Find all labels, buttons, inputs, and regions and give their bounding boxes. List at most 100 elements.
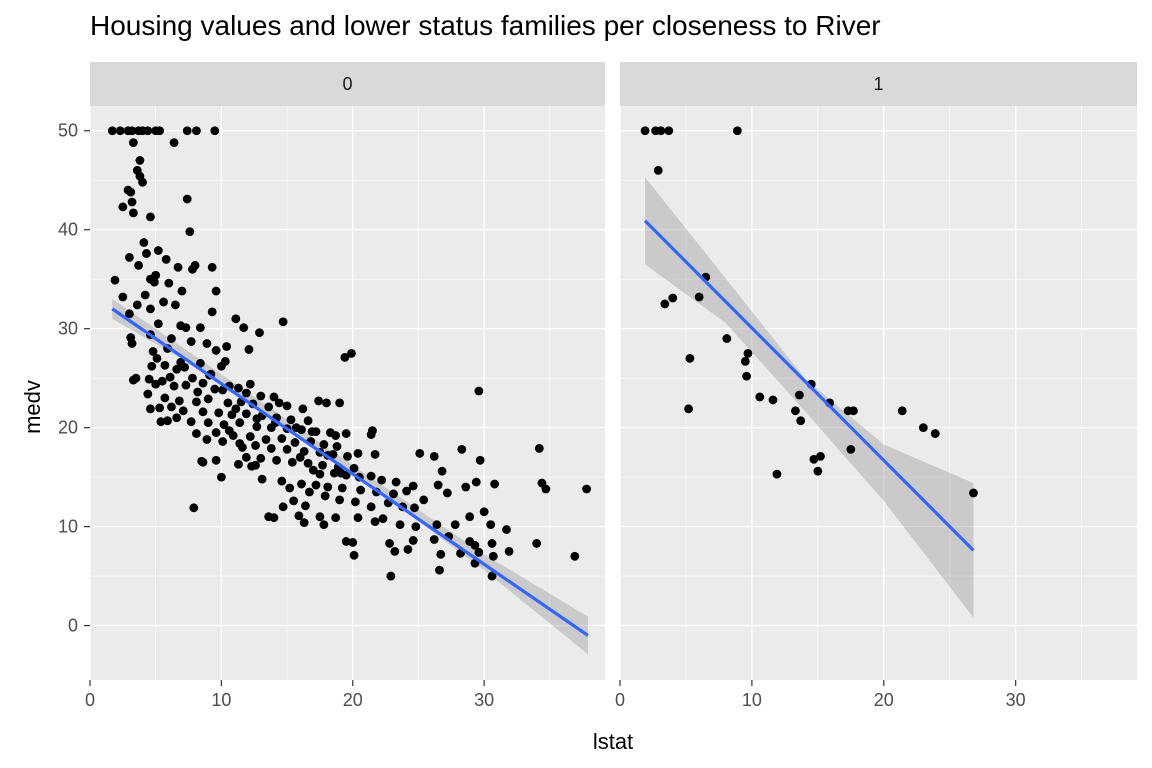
- data-point: [125, 309, 134, 319]
- facet-panel-0: 0 0 10 20 30 0 10 20 30 40 50: [58, 62, 605, 710]
- data-point: [791, 406, 800, 416]
- data-point: [290, 438, 300, 447]
- data-point: [231, 314, 241, 324]
- data-point: [202, 435, 212, 444]
- data-point: [278, 502, 288, 512]
- data-point: [170, 300, 180, 310]
- data-point: [234, 459, 243, 469]
- data-point: [211, 346, 221, 355]
- data-point: [303, 458, 313, 468]
- x-axis-title: lstat: [593, 729, 633, 754]
- facet-panel-1: 10 10 20 30: [615, 62, 1137, 710]
- data-point: [348, 538, 358, 547]
- data-point: [146, 212, 155, 222]
- data-point: [370, 517, 380, 527]
- data-point: [203, 394, 213, 404]
- data-point: [142, 249, 151, 258]
- data-point: [266, 444, 276, 453]
- data-point: [140, 290, 150, 300]
- data-point: [118, 202, 128, 212]
- data-point: [385, 539, 394, 548]
- data-point: [322, 398, 331, 408]
- data-point: [148, 347, 158, 356]
- data-point: [740, 356, 750, 366]
- data-point: [794, 390, 804, 400]
- data-point: [656, 126, 666, 136]
- data-point: [173, 262, 183, 272]
- data-point: [172, 413, 182, 423]
- data-point: [410, 503, 419, 513]
- data-point: [155, 126, 165, 136]
- data-point: [308, 465, 318, 475]
- data-point: [146, 304, 155, 314]
- data-point: [408, 481, 418, 491]
- data-point: [245, 379, 255, 389]
- data-point: [210, 384, 220, 394]
- data-point: [211, 455, 221, 465]
- data-point: [402, 486, 412, 496]
- facet-strip-label: 0: [342, 74, 352, 94]
- data-point: [849, 406, 858, 416]
- panel-background: [90, 106, 605, 680]
- data-point: [156, 417, 166, 427]
- data-point: [475, 455, 485, 465]
- data-point: [144, 374, 154, 384]
- data-point: [159, 297, 168, 307]
- data-point: [277, 434, 287, 443]
- data-point: [160, 393, 170, 403]
- y-tick-label: 30: [58, 319, 78, 339]
- data-point: [147, 361, 157, 371]
- data-point: [668, 293, 678, 303]
- data-point: [722, 334, 732, 343]
- chart-title: Housing values and lower status families…: [90, 10, 881, 41]
- data-point: [301, 501, 310, 511]
- data-point: [664, 126, 674, 136]
- data-point: [237, 443, 247, 452]
- data-point: [189, 503, 199, 513]
- data-point: [743, 349, 753, 358]
- data-point: [182, 126, 192, 136]
- data-point: [315, 512, 325, 522]
- data-point: [299, 518, 309, 528]
- data-point: [169, 138, 179, 148]
- data-point: [211, 428, 221, 437]
- data-point: [685, 353, 695, 363]
- data-point: [732, 126, 742, 136]
- data-point: [186, 337, 196, 346]
- data-point: [107, 126, 117, 136]
- data-point: [319, 440, 329, 449]
- data-point: [244, 345, 254, 354]
- data-point: [353, 513, 363, 523]
- data-point: [969, 488, 978, 498]
- data-point: [186, 417, 196, 427]
- data-point: [897, 406, 907, 416]
- data-point: [282, 445, 292, 454]
- data-point: [207, 262, 217, 272]
- data-point: [337, 483, 347, 493]
- data-point: [320, 491, 330, 501]
- data-point: [378, 514, 388, 524]
- data-point: [278, 317, 288, 327]
- y-tick-label: 40: [58, 220, 78, 240]
- data-point: [366, 502, 376, 512]
- data-point: [256, 391, 266, 401]
- data-point: [291, 423, 301, 433]
- data-point: [193, 387, 203, 397]
- data-point: [222, 342, 232, 351]
- data-point: [203, 418, 213, 428]
- data-point: [390, 546, 400, 556]
- data-point: [176, 321, 186, 331]
- data-point: [742, 371, 752, 381]
- data-point: [241, 409, 251, 419]
- data-point: [350, 497, 360, 507]
- facet-strip-0: [90, 62, 605, 106]
- regression-line: [111, 307, 589, 637]
- data-point: [245, 432, 255, 441]
- data-point: [471, 477, 481, 487]
- data-point: [323, 482, 333, 492]
- data-point: [202, 339, 212, 348]
- confidence-ribbon: [645, 177, 974, 618]
- data-point: [287, 457, 297, 467]
- data-point: [307, 427, 317, 436]
- data-point: [177, 286, 187, 296]
